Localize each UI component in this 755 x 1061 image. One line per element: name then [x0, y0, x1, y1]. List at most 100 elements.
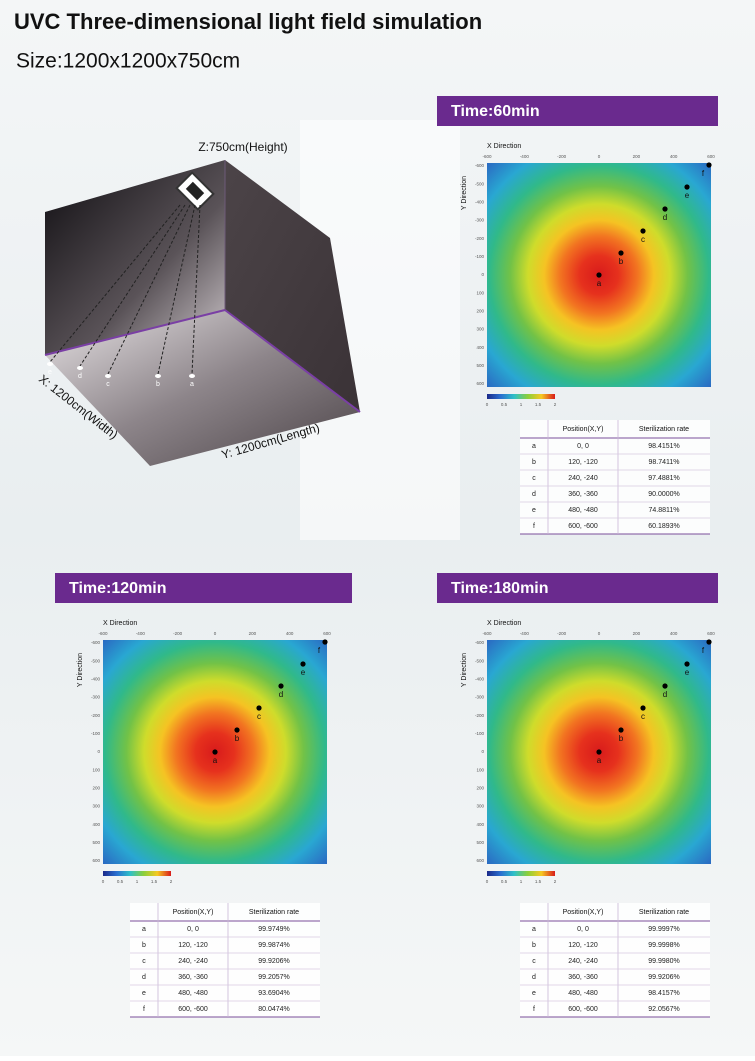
map-point-label: c	[257, 712, 261, 721]
y-tick-label: 600	[476, 858, 484, 863]
y-tick-label: 400	[476, 345, 484, 350]
table-cell: 99.2057%	[258, 974, 290, 981]
table-cell: 600, -600	[568, 1006, 598, 1013]
map-point	[596, 749, 602, 755]
map-point	[640, 228, 646, 234]
x-tick-label: 400	[670, 154, 678, 159]
y-tick-label: 300	[476, 327, 484, 332]
table-cell: 98.7411%	[648, 459, 679, 466]
floor-point	[155, 374, 161, 378]
colorbar-tick-label: 0	[486, 402, 489, 407]
light-ray	[107, 204, 191, 375]
map-point-label: e	[685, 668, 690, 677]
map-point-label: a	[213, 756, 218, 765]
floor-point-label: d	[78, 373, 82, 380]
x-tick-label: 600	[707, 631, 715, 636]
colorbar-tick-label: 1	[520, 879, 523, 884]
floor-point-label: b	[156, 381, 160, 388]
colorbar-tick-label: 0.5	[117, 879, 124, 884]
y-tick-label: 500	[476, 840, 484, 845]
time-banner	[55, 573, 352, 603]
right-wall	[225, 160, 360, 412]
x-tick-label: 200	[633, 631, 641, 636]
table-cell: 120, -120	[178, 942, 208, 949]
map-point-label: f	[318, 646, 321, 655]
x-tick-label: 200	[633, 154, 641, 159]
x-tick-label: -200	[557, 154, 567, 159]
table-cell: 360, -360	[178, 974, 208, 981]
y-tick-label: 600	[476, 381, 484, 386]
table-cell: 99.9206%	[648, 974, 680, 981]
table-cell: 0, 0	[187, 926, 199, 933]
colorbar-tick-label: 1.5	[535, 879, 542, 884]
table-cell: 0, 0	[577, 926, 589, 933]
y-tick-label: -100	[475, 731, 485, 736]
map-point	[706, 162, 712, 168]
result-table: Position(X,Y) Sterilization rate a 0, 0 99.9…	[130, 903, 320, 1018]
y-tick-label: 200	[92, 786, 100, 791]
map-point	[278, 683, 284, 689]
table-cell: b	[532, 459, 536, 466]
y-tick-label: 200	[476, 786, 484, 791]
colorbar-tick-label: 1.5	[151, 879, 158, 884]
table-header: Sterilization rate	[639, 909, 689, 916]
table-cell: d	[532, 491, 536, 498]
map-point	[662, 683, 668, 689]
table-cell: e	[532, 507, 536, 514]
y-tick-label: 300	[476, 804, 484, 809]
x-tick-label: 200	[249, 631, 257, 636]
table-cell: 480, -480	[178, 990, 208, 997]
map-point	[618, 727, 624, 733]
lamp	[175, 171, 215, 211]
table-cell: e	[532, 990, 536, 997]
y-tick-label: 500	[476, 363, 484, 368]
floor-point	[77, 366, 83, 370]
colorbar-tick-label: 1	[520, 402, 523, 407]
map-point	[618, 250, 624, 256]
result-table: Position(X,Y) Sterilization rate a 0, 0 98.4…	[520, 420, 710, 535]
colorbar-tick-label: 0	[102, 879, 105, 884]
table-cell: 98.4157%	[648, 990, 680, 997]
x-tick-label: -400	[136, 631, 146, 636]
light-ray	[49, 204, 181, 363]
table-cell: 97.4881%	[648, 475, 680, 482]
table-cell: 99.9998%	[648, 942, 680, 949]
light-ray	[79, 204, 186, 367]
time-banner	[437, 96, 718, 126]
map-point-label: e	[685, 191, 690, 200]
x-axis-label: X Direction	[487, 143, 521, 150]
table-cell: 480, -480	[568, 507, 598, 514]
table-cell: f	[533, 1006, 535, 1013]
time-label: Time:180min	[451, 580, 549, 597]
simulation-panel: Time:120min X Direction Y Direction -600 -40…	[55, 573, 352, 1018]
floor-point	[189, 374, 195, 378]
table-cell: 240, -240	[178, 958, 208, 965]
table-cell: 240, -240	[568, 475, 598, 482]
x-tick-label: -600	[98, 631, 108, 636]
map-point-label: e	[301, 668, 306, 677]
map-point	[596, 272, 602, 278]
y-tick-label: 300	[92, 804, 100, 809]
y-tick-label: 600	[92, 858, 100, 863]
table-cell: 99.9980%	[648, 958, 680, 965]
map-point	[256, 705, 262, 711]
light-ray	[191, 204, 201, 375]
map-point	[322, 639, 328, 645]
floor-point	[105, 374, 111, 378]
map-point-label: a	[597, 756, 602, 765]
x-tick-label: 0	[598, 631, 601, 636]
y-axis-label: Y Direction	[77, 653, 84, 687]
table-header: Position(X,Y)	[563, 426, 604, 433]
result-table: Position(X,Y) Sterilization rate a 0, 0 99.9…	[520, 903, 710, 1018]
y-tick-label: 200	[476, 309, 484, 314]
map-point	[684, 661, 690, 667]
map-point-label: c	[641, 712, 645, 721]
table-cell: d	[532, 974, 536, 981]
x-tick-label: -200	[557, 631, 567, 636]
map-point-label: f	[702, 169, 705, 178]
table-cell: 120, -120	[568, 942, 598, 949]
table-cell: a	[532, 926, 536, 933]
y-tick-label: -500	[91, 658, 101, 663]
y-tick-label: 100	[476, 290, 484, 295]
